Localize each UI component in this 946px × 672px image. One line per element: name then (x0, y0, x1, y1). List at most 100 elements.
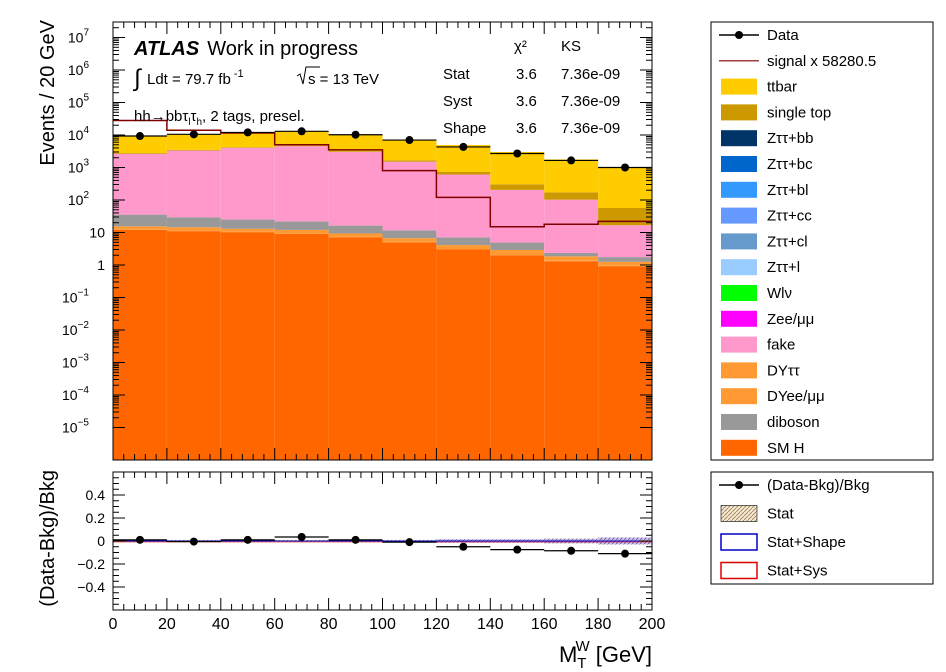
y-tick-label: 104 (68, 125, 90, 143)
ratio-point (243, 535, 252, 544)
stack-bar-diboson (328, 225, 383, 234)
stats-table: χ² KS Stat 3.6 7.36e-09 Syst 3.6 7.36e-0… (443, 38, 620, 137)
y-tick-label: 10−1 (62, 288, 89, 306)
stack-bar-diboson (490, 242, 545, 250)
stats-row-ks: 7.36e-09 (561, 120, 620, 137)
ratio-y-tick-label: 0.2 (86, 510, 106, 526)
stack-bar-single-top (382, 160, 437, 162)
y-tick-label: 10−3 (62, 353, 89, 371)
stack-bar-dyee (113, 229, 167, 230)
stack-bar-sm-h (220, 232, 275, 460)
stack-bar-ttbar (274, 131, 329, 146)
legend-label-stat-sys: Stat+Sys (767, 563, 827, 580)
stack-bar-dy (490, 249, 545, 255)
ratio-point (513, 545, 522, 554)
stack-bar-single-top (544, 192, 599, 200)
legend-swatch (720, 505, 758, 522)
signal-histogram (113, 119, 652, 228)
y-tick-label: 1 (97, 257, 105, 273)
y-tick-label: 103 (68, 158, 90, 176)
stack-bar-fake (436, 174, 491, 238)
stack-bar-fake (274, 146, 329, 222)
stack-bar-dyee (166, 230, 221, 232)
data-point (513, 149, 522, 158)
stack-bar-fake (220, 147, 275, 220)
ratio-legend: (Data-Bkg)/Bkg Stat Stat+Shape Stat+Sys (710, 471, 934, 585)
ratio-point (405, 538, 414, 547)
data-point (459, 142, 468, 151)
legend-label-signal-x-58280-5: signal x 58280.5 (767, 53, 876, 70)
ratio-point (567, 546, 576, 555)
legend-label-z-cc: Zττ+cc (767, 208, 812, 225)
ratio-y-tick-label: −0.4 (77, 579, 105, 595)
y-tick-mantissa: 10 (68, 30, 84, 46)
stats-row-label: Syst (443, 93, 473, 110)
stack-bar-diboson (220, 219, 275, 229)
y-tick-mantissa: 10 (62, 355, 78, 371)
x-tick-label: 120 (423, 616, 450, 633)
y-tick-exponent: 2 (83, 190, 89, 201)
ratio-point (621, 549, 630, 558)
y-tick-exponent: −2 (78, 320, 90, 331)
x-axis-title: MTW [GeV] (559, 638, 652, 672)
y-tick-exponent: −1 (78, 288, 90, 299)
legend-swatch (721, 388, 757, 405)
x-tick-label: 60 (266, 616, 284, 633)
y-tick-exponent: 7 (83, 28, 89, 39)
legend-label-stat: Stat (767, 506, 795, 523)
ratio-point (297, 532, 306, 541)
y-tick-mantissa: 10 (68, 127, 84, 143)
stack-bar-sm-h (598, 266, 652, 460)
stack-bar-diboson (113, 214, 167, 227)
stack-bar-dy (544, 256, 599, 261)
main-legend: Data signal x 58280.5 ttbar single top Zττ+b… (710, 21, 934, 461)
stack-bar-single-top (598, 207, 652, 226)
stack-bar-diboson (598, 257, 652, 262)
y-tick-label: 106 (68, 60, 90, 78)
ratio-point (135, 535, 144, 544)
legend-swatch (721, 414, 757, 430)
y-tick-exponent: 3 (83, 158, 89, 169)
legend-label-ttbar: ttbar (767, 79, 797, 96)
ks-header: KS (561, 38, 581, 55)
legend-label-dy: DYττ (767, 362, 800, 379)
x-tick-label: 80 (320, 616, 338, 633)
y-tick-mantissa: 10 (68, 95, 84, 111)
stack-bar-dy (113, 226, 167, 230)
stack-bar-single-top (328, 151, 383, 152)
data-point (297, 127, 306, 136)
ratio-points (112, 532, 653, 558)
y-tick-mantissa: 10 (62, 420, 78, 436)
x-tick-label: 100 (369, 616, 396, 633)
stack-bar-diboson (274, 221, 329, 230)
stack-bar-dy (382, 238, 437, 242)
stack-bar-ttbar (328, 135, 383, 152)
y-tick-exponent: 4 (83, 125, 89, 136)
stats-row-chi2: 3.6 (516, 66, 537, 83)
main-axes: 10710610510410310210110−110−210−310−410−… (62, 21, 653, 461)
data-point (135, 132, 144, 141)
y-tick-mantissa: 10 (62, 322, 78, 338)
stack-bar-dy (166, 227, 221, 231)
stats-row-ks: 7.36e-09 (561, 66, 620, 83)
y-tick-exponent: −4 (78, 385, 90, 396)
stack-bar-ttbar (598, 167, 652, 208)
legend-label-z-l: Zττ+l (767, 259, 800, 276)
sqrts-label: s = 13 TeV (308, 71, 379, 88)
legend-marker (735, 481, 743, 489)
stack-bar-fake (166, 150, 221, 218)
y-tick-label: 105 (68, 93, 90, 111)
legend-swatch (721, 233, 757, 250)
y-tick-exponent: 5 (83, 93, 89, 104)
stack-bar-diboson (436, 237, 491, 246)
svg-text:Ldt = 79.7 fb-1: Ldt = 79.7 fb -1 (147, 68, 244, 88)
stack-bar-ttbar (166, 134, 221, 150)
legend-label-wl: Wlν (767, 285, 792, 302)
x-tick-label: 20 (158, 616, 176, 633)
x-tick-label: 180 (585, 616, 612, 633)
legend-swatch (721, 259, 757, 276)
y-tick-label: 10−4 (62, 385, 89, 403)
ratio-axes: 0.4 0.2 0 −0.2 −0.4 0 20 40 60 80 100 120 140 160 180 2… (77, 471, 665, 633)
region-label: hh→bbτlτh, 2 tags, presel. (134, 108, 305, 128)
